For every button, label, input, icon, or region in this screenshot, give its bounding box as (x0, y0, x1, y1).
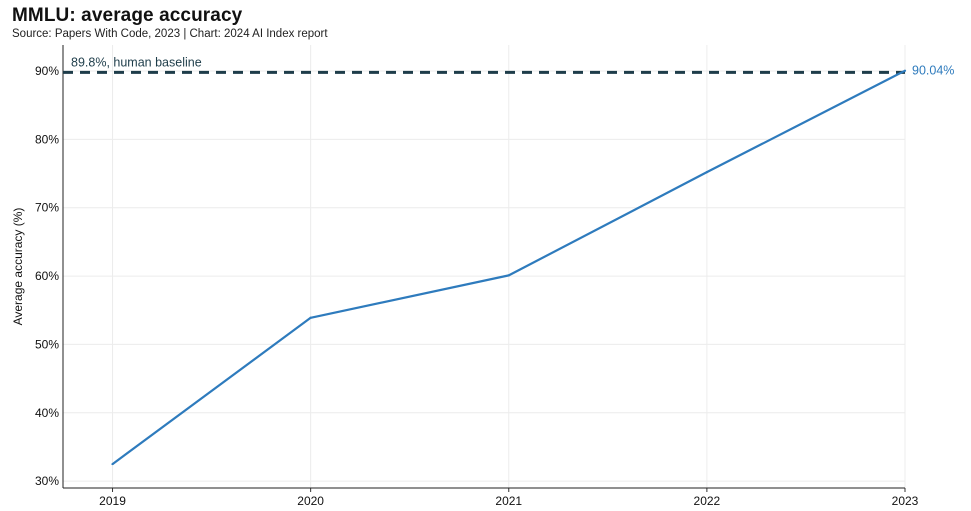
y-axis-title: Average accuracy (%) (11, 208, 25, 326)
x-tick-label: 2021 (495, 494, 522, 508)
data-point (903, 69, 907, 72)
y-tick-label: 50% (35, 337, 59, 351)
data-point (507, 274, 510, 277)
y-tick-label: 90% (35, 64, 59, 78)
chart-subtitle: Source: Papers With Code, 2023 | Chart: … (12, 28, 328, 40)
x-tick-label: 2022 (694, 494, 721, 508)
x-tick-label: 2019 (99, 494, 126, 508)
gridlines (63, 45, 906, 488)
chart-title: MMLU: average accuracy (12, 5, 243, 26)
labels-group: 89.8%, human baseline 90.04% (71, 55, 954, 77)
axes: 30% 40% 50% 60% 70% 80% 90% 2019 2020 2021 2022 202… (11, 45, 919, 508)
y-tick-label: 40% (35, 406, 59, 420)
y-tick-label: 60% (35, 269, 59, 283)
x-tick-label: 2020 (297, 494, 324, 508)
human-baseline-label: 89.8%, human baseline (71, 55, 202, 69)
x-tick-label: 2023 (892, 494, 919, 508)
data-point (111, 462, 114, 466)
data-point (705, 171, 708, 174)
series-group (111, 69, 907, 466)
y-tick-label: 30% (35, 474, 59, 488)
data-point (309, 316, 312, 319)
value-annotation: 90.04% (912, 64, 954, 78)
y-tick-label: 80% (35, 132, 59, 146)
y-tick-label: 70% (35, 201, 59, 215)
